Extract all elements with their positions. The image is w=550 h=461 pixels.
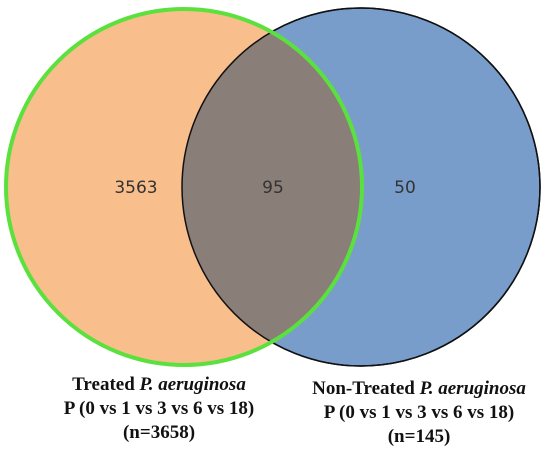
non-treated-set-name: Non-Treated P. aeruginosa [285, 377, 550, 401]
non-treated-set-label: Non-Treated P. aeruginosa P (0 vs 1 vs 3… [285, 377, 550, 449]
non-treated-set-outline [181, 7, 541, 367]
non-treated-only-count: 50 [394, 178, 416, 198]
treated-set-species: P. aeruginosa [139, 374, 246, 395]
treated-set-comparison: P (0 vs 1 vs 3 vs 6 vs 18) [63, 398, 255, 419]
non-treated-set-name-prefix: Non-Treated [312, 378, 420, 399]
treated-set-name-prefix: Treated [72, 374, 140, 395]
intersection-count: 95 [262, 178, 284, 198]
non-treated-set-size: (n=145) [387, 426, 451, 447]
non-treated-set-species: P. aeruginosa [419, 378, 526, 399]
non-treated-set-comparison: P (0 vs 1 vs 3 vs 6 vs 18) [323, 402, 515, 423]
treated-set-outline [4, 7, 364, 367]
treated-set-size: (n=3658) [122, 422, 196, 443]
treated-set-name: Treated P. aeruginosa [28, 373, 290, 397]
treated-only-count: 3563 [114, 178, 157, 198]
treated-set-label: Treated P. aeruginosa P (0 vs 1 vs 3 vs … [28, 373, 290, 445]
